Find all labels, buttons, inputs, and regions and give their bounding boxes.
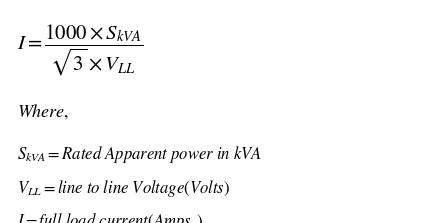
Text: $V_{LL} = \mathit{line\ to\ line\ Voltage(Volts)}$: $V_{LL} = \mathit{line\ to\ line\ Voltag… <box>17 178 230 199</box>
Text: $I = \mathit{full\ load\ current(Amps.)}$: $I = \mathit{full\ load\ current(Amps.)}… <box>17 211 203 223</box>
Text: $\mathit{Where,}$: $\mathit{Where,}$ <box>17 103 69 122</box>
Text: $S_{kVA} = \mathit{Rated\ Apparent\ power\ in\ kVA}$: $S_{kVA} = \mathit{Rated\ Apparent\ powe… <box>17 144 262 165</box>
Text: $I = \dfrac{1000 \times S_{kVA}}{\sqrt{3} \times V_{LL}}$: $I = \dfrac{1000 \times S_{kVA}}{\sqrt{3… <box>17 22 143 78</box>
